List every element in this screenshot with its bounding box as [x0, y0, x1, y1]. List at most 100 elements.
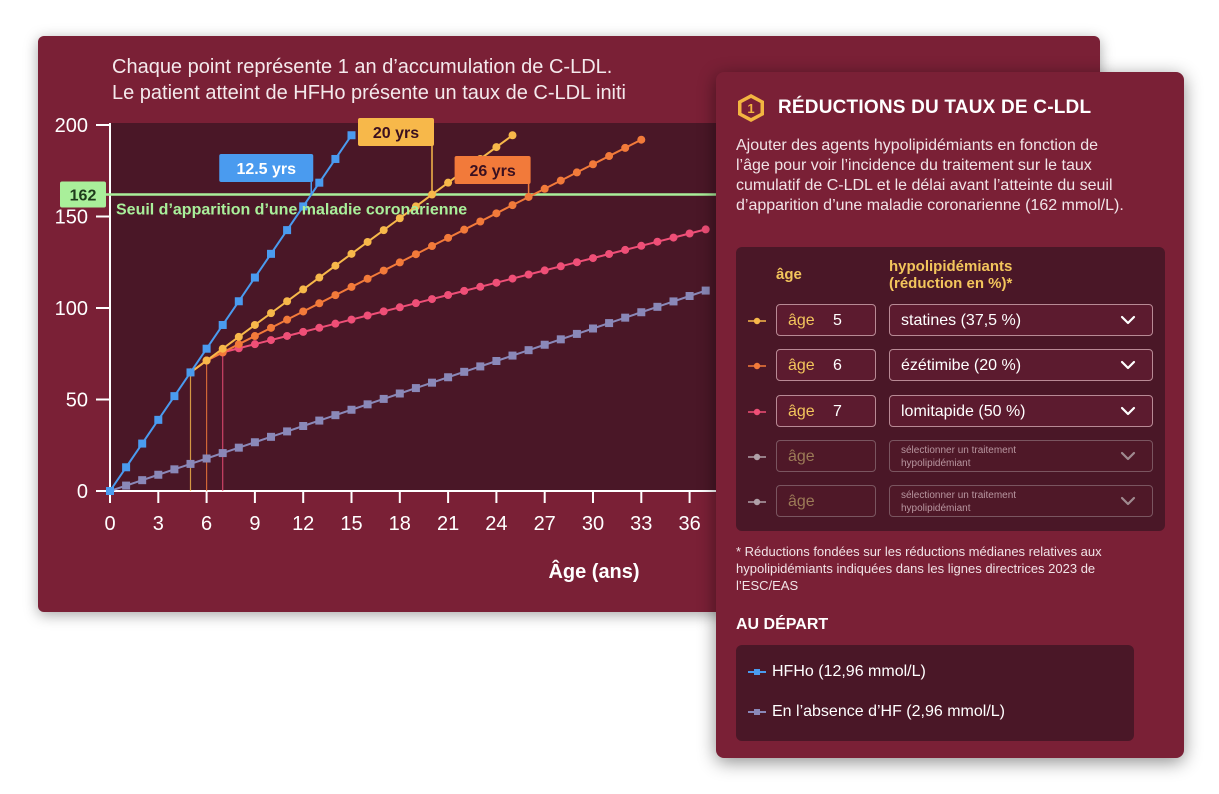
- row-color-dot-icon: [748, 408, 766, 416]
- baseline-title: AU DÉPART: [736, 616, 829, 633]
- row-color-dot-icon: [748, 317, 766, 325]
- series-point: [605, 249, 614, 258]
- y-tick-label: 150: [55, 207, 88, 229]
- x-tick-label: 0: [104, 513, 115, 535]
- series-point: [363, 311, 372, 320]
- series-point: [186, 459, 195, 468]
- age-input[interactable]: âge 7: [776, 395, 876, 427]
- series-point: [299, 285, 308, 294]
- drug-select[interactable]: statines (37,5 %): [889, 304, 1153, 336]
- panel-description: Ajouter des agents hypolipidémiants en f…: [736, 137, 1124, 214]
- series-point: [621, 313, 630, 322]
- legend-item-no-hf[interactable]: En l’absence d’HF (2,96 mmol/L): [748, 703, 1005, 721]
- series-point: [315, 273, 324, 282]
- series-point: [331, 411, 340, 420]
- treatment-row: âge 6 ézétimibe (20 %): [736, 349, 1165, 383]
- step-number: 1: [747, 101, 754, 116]
- baseline-legend: HFHo (12,96 mmol/L) En l’absence d’HF (2…: [736, 645, 1134, 741]
- series-point: [250, 340, 259, 349]
- series-point: [540, 266, 549, 275]
- threshold-badge-label: 162: [70, 188, 97, 205]
- series-point: [685, 291, 694, 300]
- series-point: [669, 297, 678, 306]
- legend-swatch-no-hf: [748, 709, 766, 715]
- age-input-label: âge: [788, 312, 815, 329]
- series-point: [653, 237, 662, 246]
- series-point: [299, 421, 308, 430]
- series-point: [476, 362, 485, 371]
- series-point: [379, 394, 388, 403]
- series-point: [492, 278, 501, 287]
- series-point: [444, 290, 453, 299]
- threshold-label: Seuil d’apparition d’une maladie coronar…: [116, 202, 467, 219]
- drug-select-value: lomitapide (50 %): [901, 403, 1026, 420]
- series-point: [508, 274, 517, 283]
- drug-select-placeholder: sélectionner un traitement hypolipidémian…: [901, 444, 1016, 470]
- age-input[interactable]: âge 6: [776, 349, 876, 381]
- drug-select[interactable]: sélectionner un traitement hypolipidémian…: [889, 485, 1153, 517]
- drug-select[interactable]: lomitapide (50 %): [889, 395, 1153, 427]
- series-point: [331, 261, 340, 270]
- series-point: [395, 303, 404, 312]
- y-tick-label: 100: [55, 298, 88, 320]
- drug-select-value: ézétimibe (20 %): [901, 357, 1022, 374]
- series-point: [234, 332, 243, 341]
- series-point: [202, 356, 211, 365]
- y-tick-label: 200: [55, 115, 88, 137]
- series-point: [250, 320, 259, 329]
- treatment-row: âge 7 lomitapide (50 %): [736, 395, 1165, 429]
- callout-box: [219, 154, 314, 182]
- series-point: [283, 427, 292, 436]
- footnote: * Réductions fondées sur les réductions …: [736, 544, 1102, 593]
- series-point: [589, 160, 597, 169]
- age-input-label: âge: [788, 493, 815, 510]
- series-point: [218, 449, 227, 458]
- row-color-dot-icon: [748, 498, 766, 506]
- series-point: [685, 229, 694, 238]
- callout-label: 20 yrs: [373, 125, 419, 142]
- series-point: [234, 340, 243, 349]
- column-header-drug: hypolipidémiants (réduction en %)*: [889, 258, 1012, 292]
- series-point: [186, 368, 195, 377]
- age-input[interactable]: âge: [776, 440, 876, 472]
- series-point: [363, 237, 372, 246]
- series-point: [283, 297, 292, 306]
- row-color-dot-icon: [748, 453, 766, 461]
- series-point: [540, 184, 549, 193]
- series-point: [379, 226, 388, 235]
- series-point: [621, 143, 630, 152]
- callout-box: [358, 118, 434, 146]
- series-point: [202, 454, 211, 463]
- series-point: [250, 438, 259, 447]
- callout-label: 12.5 yrs: [236, 161, 296, 178]
- x-tick-label: 21: [437, 513, 459, 535]
- series-point: [653, 302, 662, 311]
- series-point: [701, 286, 710, 295]
- placeholder-line1: sélectionner un traitement: [901, 490, 1017, 501]
- chart-header: Chaque point représente 1 an d’accumulat…: [112, 54, 626, 106]
- drug-select-placeholder: sélectionner un traitement hypolipidémian…: [901, 489, 1016, 515]
- legend-label-hfho: HFHo (12,96 mmol/L): [772, 663, 926, 680]
- age-input[interactable]: âge: [776, 485, 876, 517]
- drug-select[interactable]: ézétimibe (20 %): [889, 349, 1153, 381]
- drug-select[interactable]: sélectionner un traitement hypolipidémian…: [889, 440, 1153, 472]
- treatment-table: âge hypolipidémiants (réduction en %)* â…: [736, 247, 1165, 531]
- series-point: [106, 487, 114, 495]
- series-point: [476, 217, 485, 226]
- chevron-down-icon: [1120, 360, 1136, 370]
- series-point: [556, 262, 565, 271]
- series-point: [589, 254, 597, 263]
- series-point: [283, 226, 292, 235]
- legend-item-hfho[interactable]: HFHo (12,96 mmol/L): [748, 663, 926, 681]
- series-point: [460, 225, 469, 234]
- legend-label-no-hf: En l’absence d’HF (2,96 mmol/L): [772, 703, 1005, 720]
- placeholder-line2: hypolipidémiant: [901, 503, 971, 514]
- treatment-row: âge sélectionner un traitement hypolipidém…: [736, 485, 1165, 519]
- column-header-drug-line1: hypolipidémiants: [889, 258, 1013, 275]
- series-point: [395, 389, 404, 398]
- age-input[interactable]: âge 5: [776, 304, 876, 336]
- series-point: [347, 282, 356, 291]
- age-input-label: âge: [788, 448, 815, 465]
- series-point: [444, 178, 453, 187]
- series-point: [122, 481, 131, 490]
